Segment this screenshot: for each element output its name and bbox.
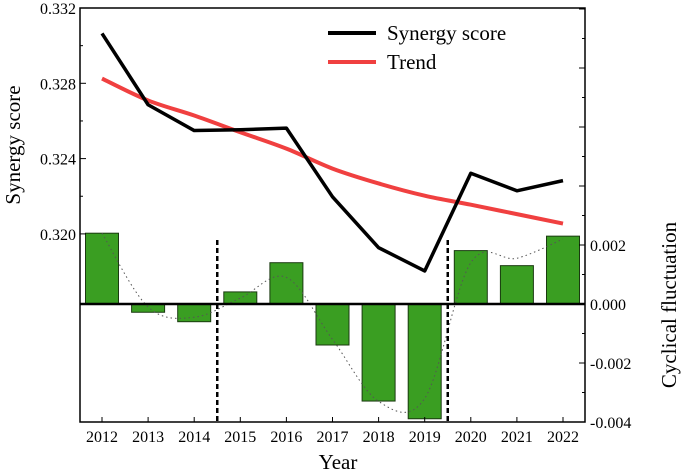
bar-2014 [177,303,212,323]
x-tick-label-2021: 2021 [501,429,533,446]
bar-2012 [85,232,119,305]
bar-2019 [407,303,442,420]
legend-label-trend: Trend [387,50,437,74]
lines [80,32,585,422]
x-tick-label-2020: 2020 [455,429,487,446]
bar-2020 [453,250,488,305]
x-axis-label: Year [319,450,358,473]
x-tick-label-2012: 2012 [86,429,118,446]
y-axis-label-right: Cyclical fluctuation [657,221,681,388]
plot-frame [79,7,586,423]
y-left-tick-label: 0.332 [40,1,76,18]
x-tick-label-2014: 2014 [178,429,210,446]
bar-2021 [499,265,534,305]
y-left-tick-label: 0.328 [40,76,76,93]
bar-2015 [223,291,258,305]
bar-2016 [269,262,304,305]
synergy-score-line [100,32,564,273]
y-left-tick-label: 0.324 [40,152,76,169]
x-tick-label-2018: 2018 [363,429,395,446]
x-tick-label-2022: 2022 [547,429,579,446]
y-right-tick-label: 0.002 [590,238,626,255]
trend-line [101,76,564,226]
y-right-tick-label: -0.002 [590,356,631,373]
y-right-tick-label: -0.004 [590,415,631,432]
x-tick-label-2015: 2015 [224,429,256,446]
axis-ticks: 2012 2013 2014 2015 2016 2017 2018 2019 2020 2021… [40,1,631,446]
cycle-smooth-curve [101,232,564,413]
x-tick-label-2019: 2019 [409,429,441,446]
legend: Synergy score Trend [328,21,506,74]
bar-2018 [361,303,396,402]
legend-label-synergy: Synergy score [387,21,506,45]
x-tick-label-2017: 2017 [317,429,349,446]
bar-2022 [546,235,580,305]
y-right-tick-label: 0.000 [590,297,626,314]
y-left-tick-label: 0.320 [40,227,76,244]
x-tick-label-2013: 2013 [132,429,164,446]
y-axis-label-left: Synergy score [1,85,25,204]
bars [85,232,580,420]
x-tick-label-2016: 2016 [270,429,302,446]
